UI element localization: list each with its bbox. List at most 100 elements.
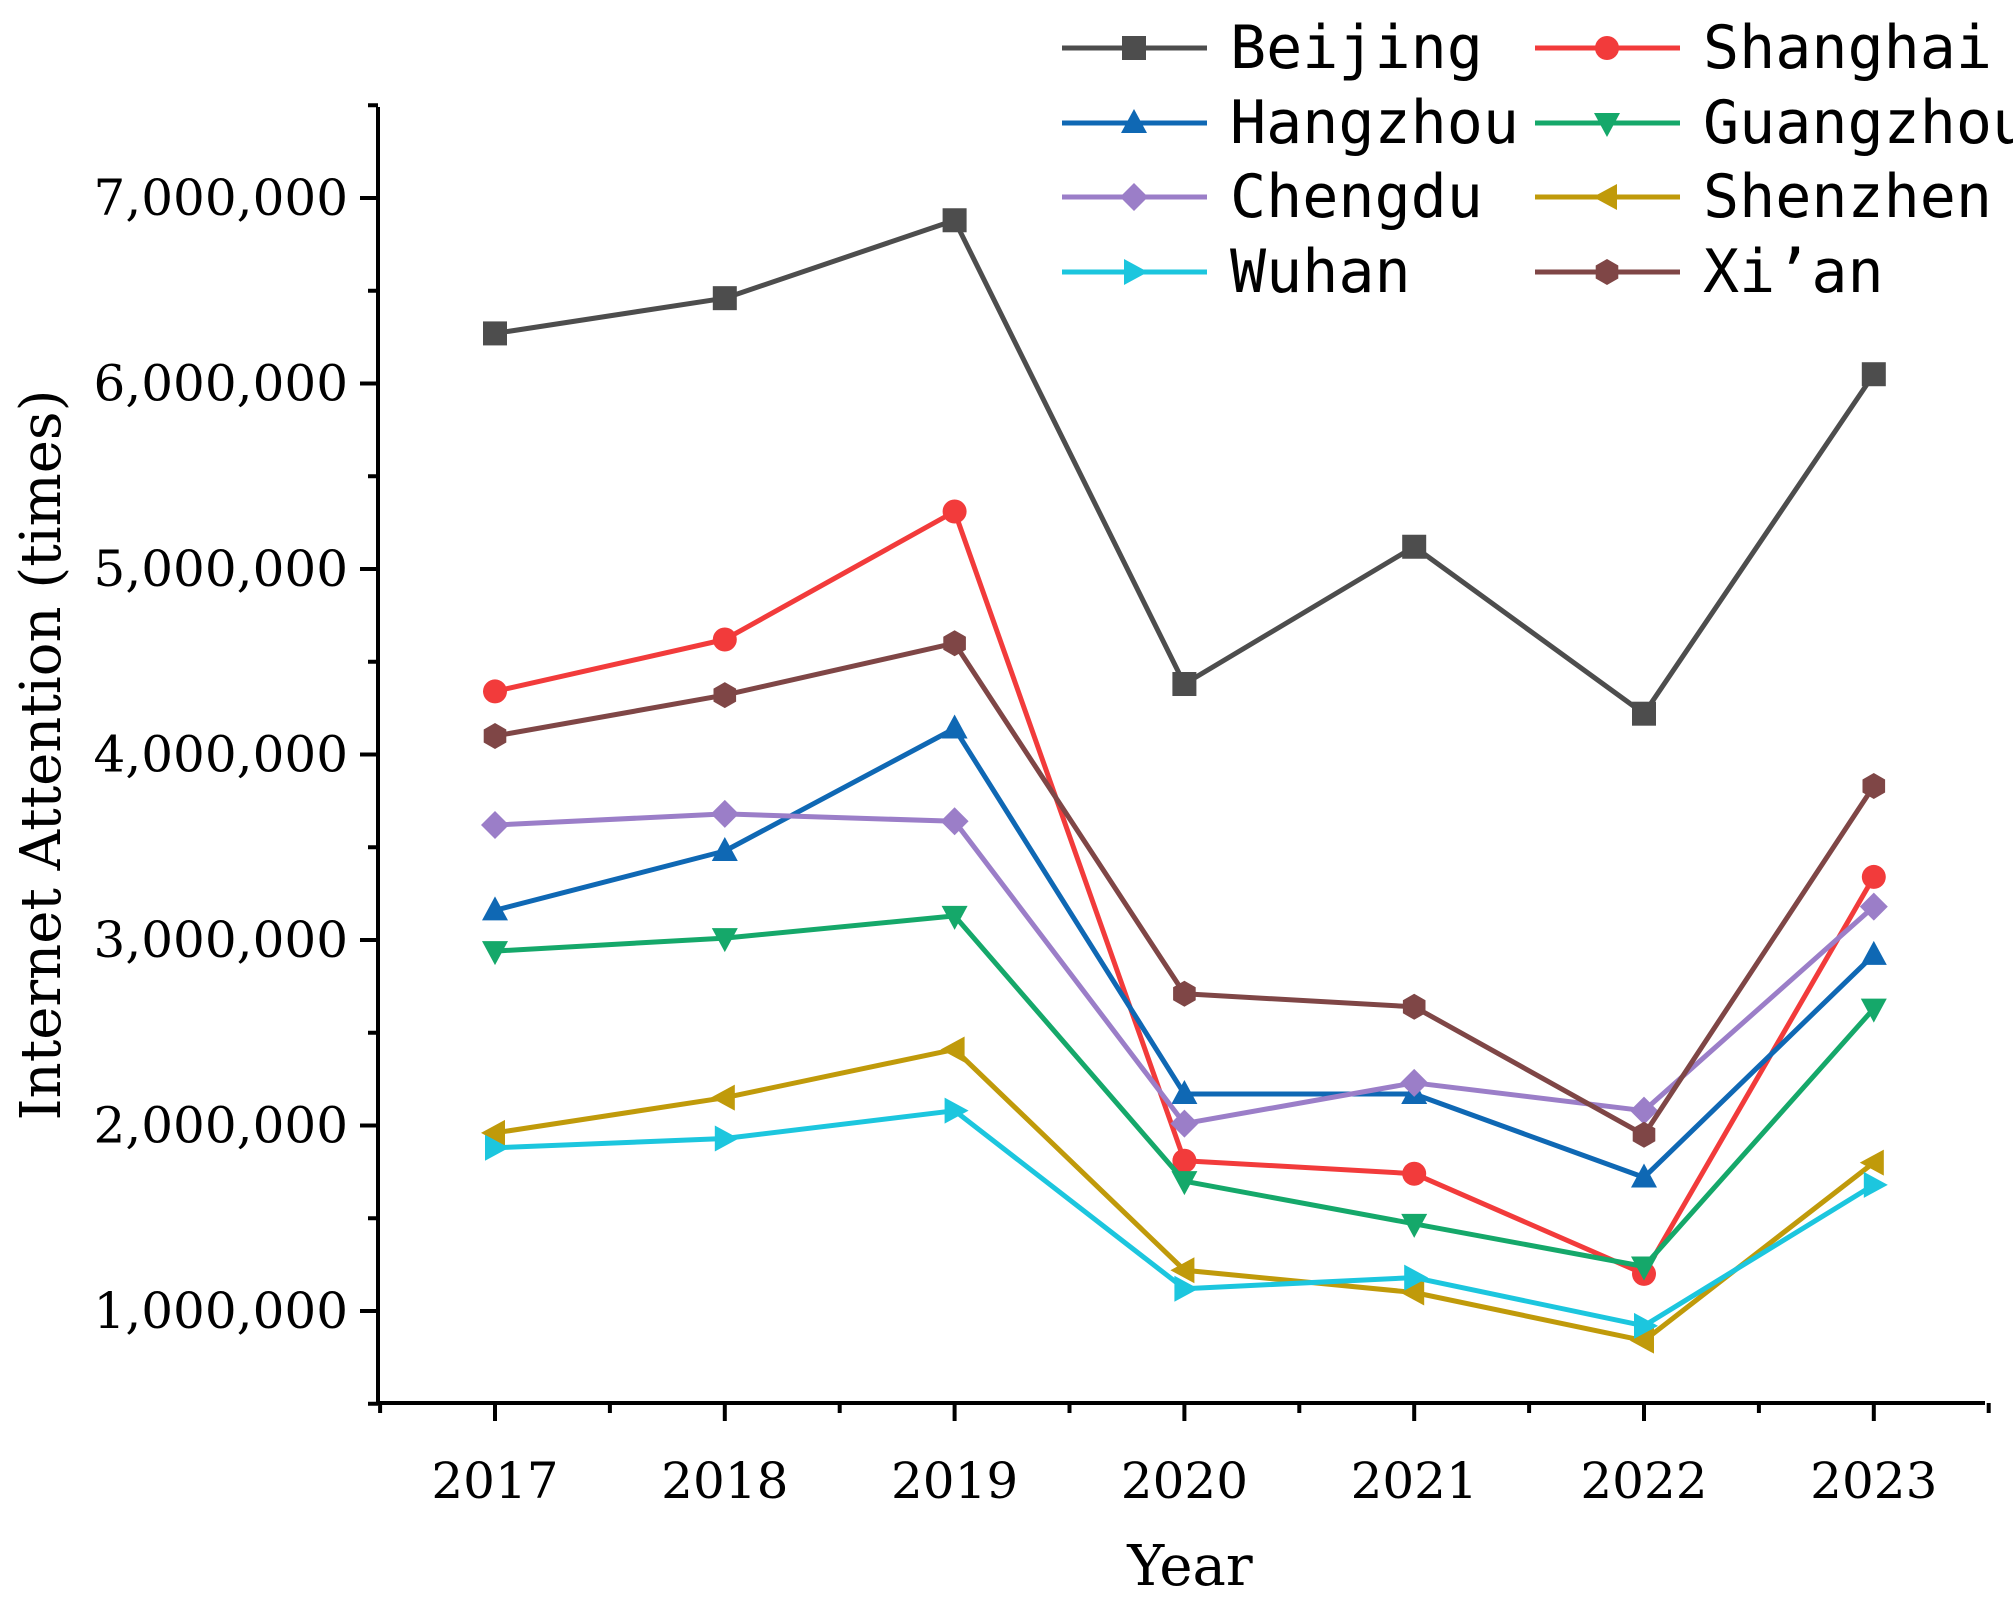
y-tick-label: 1,000,000 — [94, 1282, 348, 1340]
data-point-hangzhou — [1860, 940, 1887, 965]
x-tick-label: 2023 — [1810, 1452, 1937, 1510]
data-point-xi-an — [713, 682, 737, 709]
data-point-shanghai — [712, 627, 737, 652]
series-line-xi-an — [494, 640, 1876, 1138]
data-point-guangzhou — [482, 941, 508, 966]
legend-label: Guangzhou — [1703, 88, 2013, 158]
legend-item-hangzhou: Hangzhou — [1062, 88, 1519, 158]
data-point-shenzhen — [940, 1036, 965, 1063]
data-point-chengdu — [1170, 1109, 1199, 1138]
data-point-wuhan — [1863, 1171, 1888, 1198]
legend-marker — [1121, 109, 1147, 133]
data-point-beijing — [712, 286, 737, 311]
data-point-shenzhen — [481, 1119, 505, 1146]
data-point-beijing — [1632, 701, 1656, 726]
legend-marker — [1595, 259, 1619, 285]
legend-item-guangzhou: Guangzhou — [1535, 88, 2013, 158]
y-tick-label: 7,000,000 — [94, 169, 348, 227]
y-tick-label: 3,000,000 — [94, 911, 348, 969]
data-point-hangzhou — [482, 896, 508, 921]
series-line-chengdu — [494, 811, 1876, 1127]
data-point-beijing — [1861, 362, 1886, 387]
data-point-xi-an — [483, 723, 507, 749]
data-point-beijing — [1172, 672, 1197, 697]
y-tick-label: 6,000,000 — [94, 355, 348, 413]
series-layer — [481, 208, 1888, 1354]
data-point-chengdu — [1630, 1096, 1658, 1125]
data-point-xi-an — [943, 630, 966, 657]
legend-label: Xi’an — [1703, 237, 1884, 307]
data-point-shanghai — [483, 679, 507, 704]
legend: Beijing Shanghai Hangzhou Guangzhou Chengdu S… — [1062, 13, 2013, 307]
data-point-shenzhen — [1170, 1257, 1195, 1284]
legend-label: Beijing — [1230, 13, 1483, 83]
x-tick-label: 2018 — [661, 1452, 788, 1510]
y-axis-ticks: 1,000,000 2,000,000 3,000,000 4,000,000 5,00… — [94, 103, 378, 1406]
data-point-wuhan — [1634, 1312, 1658, 1339]
data-point-guangzhou — [1401, 1213, 1428, 1238]
legend-marker — [1593, 184, 1617, 210]
series-hangzhou — [482, 714, 1887, 1188]
legend-item-xi-an: Xi’an — [1535, 237, 1884, 307]
data-point-beijing — [483, 321, 507, 346]
data-point-wuhan — [1404, 1264, 1429, 1291]
series-xi-an — [483, 630, 1886, 1148]
x-tick-label: 2017 — [431, 1452, 558, 1510]
legend-marker — [1124, 259, 1148, 285]
data-point-chengdu — [1400, 1068, 1429, 1097]
series-beijing — [483, 208, 1886, 726]
data-point-wuhan — [714, 1125, 739, 1152]
y-tick-label: 2,000,000 — [94, 1097, 348, 1155]
data-point-beijing — [1402, 534, 1427, 559]
legend-item-shanghai: Shanghai — [1535, 13, 1992, 83]
data-point-shanghai — [942, 499, 967, 524]
data-point-guangzhou — [1860, 998, 1887, 1023]
data-point-shanghai — [1402, 1161, 1427, 1186]
y-tick-label: 4,000,000 — [94, 726, 348, 784]
legend-marker — [1595, 36, 1619, 60]
legend-item-wuhan: Wuhan — [1062, 237, 1411, 307]
y-tick-label: 5,000,000 — [94, 540, 348, 598]
series-line-beijing — [494, 217, 1876, 717]
data-point-shenzhen — [1630, 1327, 1654, 1354]
legend-item-beijing: Beijing — [1062, 13, 1483, 83]
data-point-wuhan — [1174, 1275, 1199, 1302]
legend-label: Hangzhou — [1230, 88, 1519, 158]
x-tick-label: 2021 — [1351, 1452, 1478, 1510]
series-chengdu — [481, 799, 1888, 1138]
data-point-guangzhou — [941, 905, 968, 930]
series-guangzhou — [482, 905, 1887, 1281]
data-point-hangzhou — [1631, 1163, 1657, 1188]
data-point-hangzhou — [711, 836, 738, 861]
data-point-hangzhou — [1171, 1079, 1198, 1104]
legend-label: Chengdu — [1230, 162, 1483, 232]
data-point-shanghai — [1861, 864, 1886, 889]
data-point-shanghai — [1172, 1148, 1197, 1173]
data-point-guangzhou — [1631, 1256, 1657, 1281]
legend-item-chengdu: Chengdu — [1062, 162, 1483, 232]
data-point-xi-an — [1402, 993, 1426, 1020]
data-point-xi-an — [1173, 980, 1196, 1007]
data-point-shenzhen — [1859, 1149, 1884, 1176]
data-point-beijing — [942, 208, 967, 233]
legend-marker — [1120, 183, 1148, 211]
data-point-guangzhou — [711, 928, 738, 953]
data-point-shenzhen — [710, 1084, 735, 1111]
x-tick-label: 2020 — [1121, 1452, 1248, 1510]
data-point-wuhan — [944, 1097, 969, 1124]
data-point-xi-an — [1632, 1121, 1656, 1148]
series-wuhan — [485, 1097, 1888, 1339]
legend-item-shenzhen: Shenzhen — [1535, 162, 1992, 232]
legend-marker — [1594, 113, 1620, 137]
x-axis-ticks: 2017 2018 2019 2020 2021 2022 2023 — [378, 1403, 1991, 1510]
series-shenzhen — [481, 1036, 1884, 1354]
legend-label: Shenzhen — [1703, 162, 1992, 232]
data-point-shenzhen — [1400, 1279, 1425, 1306]
legend-marker — [1122, 36, 1146, 60]
data-point-hangzhou — [941, 714, 968, 739]
y-axis-title: Internet Attention (times) — [9, 390, 74, 1121]
x-axis-title: Year — [1126, 1534, 1253, 1599]
data-point-chengdu — [940, 807, 969, 836]
data-point-chengdu — [481, 810, 509, 839]
